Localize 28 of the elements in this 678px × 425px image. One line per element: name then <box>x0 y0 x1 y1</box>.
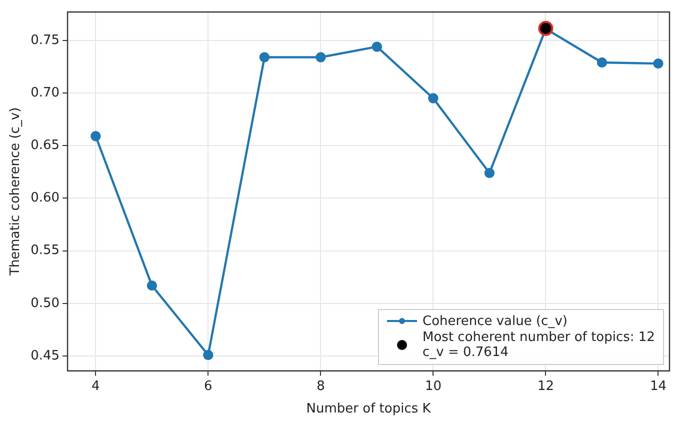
x-tick-label: 14 <box>650 378 667 394</box>
point <box>90 131 101 142</box>
x-tick-label: 6 <box>204 378 212 394</box>
point <box>653 58 664 69</box>
x-tick-label: 8 <box>316 378 325 394</box>
point <box>259 52 270 62</box>
x-tick-label: 12 <box>537 378 554 394</box>
point <box>146 280 158 291</box>
x-axis-title: Number of topics K <box>306 402 432 417</box>
y-tick-label: 0.55 <box>30 243 60 258</box>
point <box>484 168 495 178</box>
point <box>596 57 608 68</box>
y-axis-title: Thematic coherence (c_v) <box>8 107 24 276</box>
y-tick-label: 0.75 <box>30 32 60 48</box>
y-tick-label: 0.70 <box>30 85 60 100</box>
point <box>203 350 214 360</box>
y-tick-label: 0.45 <box>30 348 60 364</box>
point <box>316 52 326 62</box>
point <box>372 42 382 52</box>
x-tick-label: 4 <box>92 378 100 394</box>
y-tick-label: 0.50 <box>30 296 60 311</box>
legend-label: Most coherent number of topics: 12 c_v = 0.7614 <box>422 330 655 360</box>
y-tick-label: 0.65 <box>30 138 60 154</box>
point <box>538 20 554 36</box>
legend-label: Coherence value (c_v) <box>422 314 568 329</box>
point <box>428 93 438 104</box>
y-tick-label: 0.60 <box>30 190 60 206</box>
x-tick-label: 10 <box>424 378 442 394</box>
